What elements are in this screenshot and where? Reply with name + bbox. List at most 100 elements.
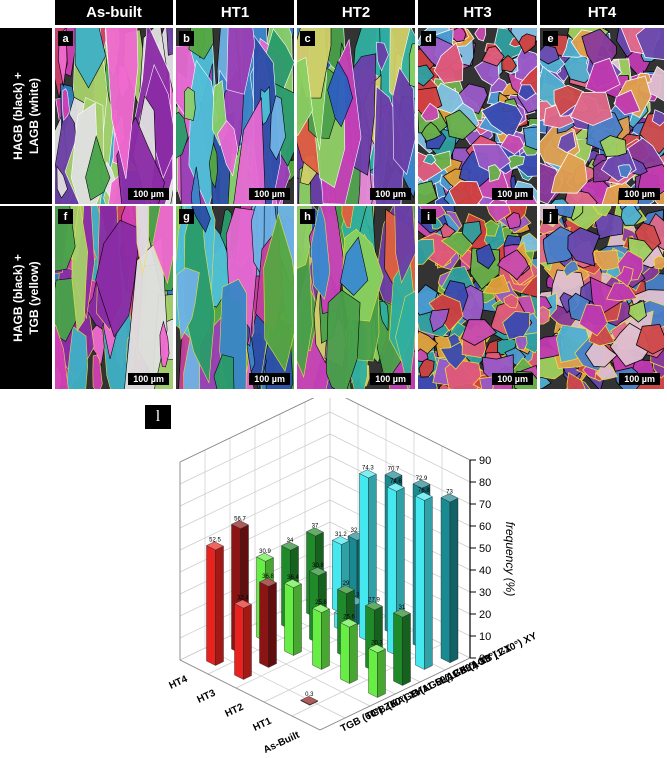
bar-chart-3d: 0 10 20 30 40 50 60 70 80 90 frequency (%) 32.2 31.2…: [140, 398, 650, 753]
z-axis-label: frequency (%): [503, 522, 517, 597]
floor-grid-line: [229, 635, 371, 707]
bar-top-face: [300, 696, 319, 705]
micrograph-panel-e: e 100 µm: [540, 28, 664, 204]
micrograph-panel-h: h 100 µm: [297, 206, 415, 389]
wall-grid-line: [345, 398, 471, 461]
bar-side-face: [377, 648, 386, 698]
bar-front-face: [368, 647, 378, 698]
bar-data-label: 56.7: [234, 516, 246, 522]
bar-top-face: [256, 552, 274, 562]
bar: 76.8: [414, 488, 433, 670]
ebsd-map: [176, 206, 294, 389]
bar-data-label: 20.3: [371, 640, 383, 646]
bar-top-face: [312, 604, 330, 613]
panel-letter: c: [300, 31, 315, 46]
bar: 0.3: [300, 692, 319, 706]
bar-side-face: [243, 604, 252, 680]
z-tick-label: 80: [479, 477, 491, 489]
bar-data-label: 31: [399, 605, 406, 611]
bar-front-face: [312, 607, 322, 670]
bar-data-label: 32.2: [351, 528, 363, 534]
z-tick-label: 70: [479, 499, 491, 511]
bar-top-face: [281, 541, 299, 551]
column-header-4: HT3: [418, 0, 537, 25]
bar-top-face: [386, 482, 405, 492]
row-header-2: HAGB (black) + TGB (yellow): [0, 206, 52, 389]
bar-data-label: 74.3: [362, 466, 374, 472]
ebsd-map: [55, 206, 173, 389]
bar: 25.6: [340, 615, 358, 684]
ebsd-map: [297, 206, 415, 389]
floor-grid-line: [204, 647, 346, 719]
bar-front-face: [259, 581, 269, 668]
bar-side-face: [449, 497, 459, 664]
bar-top-face: [231, 520, 249, 529]
bar-top-face: [393, 608, 411, 618]
column-header-3: HT2: [297, 0, 415, 25]
z-tick-label: 90: [479, 455, 491, 467]
scale-bar: 100 µm: [128, 188, 169, 200]
scale-bar: 100 µm: [249, 373, 290, 385]
z-tick-label: 50: [479, 543, 491, 555]
bar-data-label: 0.3: [305, 692, 314, 698]
bar-side-face: [268, 582, 277, 668]
bar-top-face: [234, 599, 252, 609]
bar: 20.3: [368, 640, 386, 698]
panel-letter: a: [58, 31, 73, 46]
bar-data-label: 52.5: [209, 538, 221, 544]
ebsd-map: [540, 206, 664, 389]
bar-top-face: [284, 579, 302, 588]
bar-data-label: 27.9: [368, 598, 380, 604]
ebsd-map: [418, 206, 537, 389]
z-tick-label: 60: [479, 521, 491, 533]
z-tick-label: 30: [479, 587, 491, 599]
row-header-line2: LAGB (white): [27, 78, 41, 154]
bar-top-face: [440, 493, 459, 503]
bar-top-face: [368, 644, 386, 654]
bar: 36.8: [259, 574, 277, 668]
bar-top-face: [365, 601, 383, 611]
scale-bar: 100 µm: [619, 373, 660, 385]
z-tick-label: 10: [479, 631, 491, 643]
condition-label: As-Built: [262, 729, 302, 753]
bar-data-label: 34: [287, 538, 294, 544]
bar-data-label: 70.7: [388, 467, 400, 473]
panel-letter: g: [179, 209, 194, 224]
ebsd-map: [540, 28, 664, 204]
ebsd-map: [297, 28, 415, 204]
bar-data-label: 76.8: [418, 488, 430, 494]
bar-top-face: [259, 577, 277, 587]
condition-label: HT4: [167, 674, 189, 692]
row-header-line1: HAGB (black) +: [11, 72, 25, 160]
wall-grid-line: [329, 411, 471, 483]
bar-side-face: [293, 583, 302, 656]
bar-top-face: [412, 479, 431, 489]
scale-bar: 100 µm: [128, 373, 169, 385]
chart-svg: 0 10 20 30 40 50 60 70 80 90 frequency (%) 32.2 31.2…: [167, 398, 539, 753]
bar-data-label: 73: [446, 490, 453, 496]
column-header-5: HT4: [540, 0, 664, 25]
bar-side-face: [215, 545, 224, 666]
bar-side-face: [402, 613, 411, 686]
micrograph-panel-c: c 100 µm: [297, 28, 415, 204]
condition-label: HT2: [223, 702, 245, 720]
bar-front-face: [393, 612, 403, 686]
micrograph-panel-b: b 100 µm: [176, 28, 294, 204]
bar-data-label: 29: [343, 581, 350, 587]
bar-front-face: [206, 545, 216, 666]
scale-bar: 100 µm: [249, 188, 290, 200]
scale-bar: 100 µm: [619, 188, 660, 200]
column-header-1: As-built: [55, 0, 173, 25]
column-header-2: HT1: [176, 0, 294, 25]
panel-letter: b: [179, 31, 194, 46]
bar-data-label: 30.9: [259, 549, 271, 555]
bar-top-face: [358, 469, 377, 479]
bar: 31: [393, 605, 411, 686]
bar-front-face: [340, 622, 350, 684]
panel-letter: d: [421, 31, 436, 46]
chart-panel-label: l: [145, 405, 171, 429]
micrograph-panel-a: a 100 µm: [55, 28, 173, 204]
ebsd-map: [55, 28, 173, 204]
bar-data-label: 37: [312, 524, 319, 530]
panel-letter: e: [543, 31, 558, 46]
